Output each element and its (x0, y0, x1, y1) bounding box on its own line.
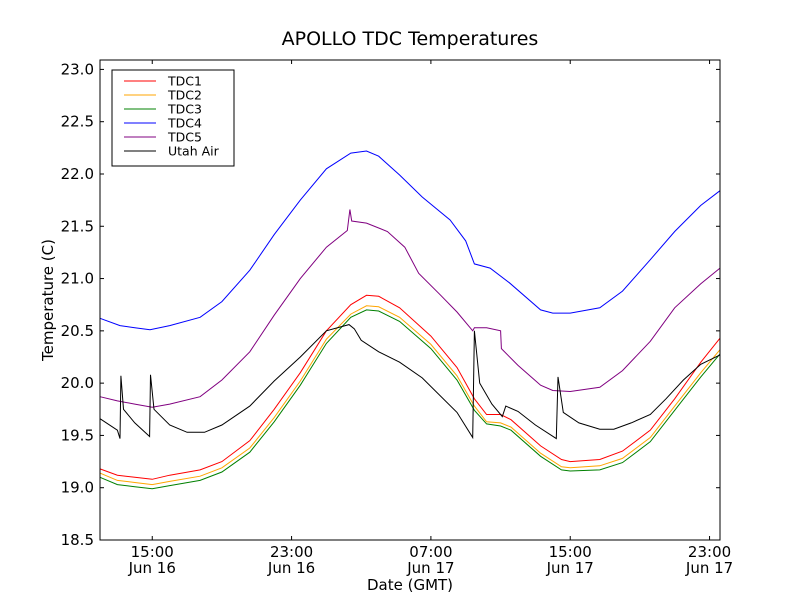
x-tick-label-date: Jun 16 (267, 559, 315, 577)
legend-label: Utah Air (168, 144, 220, 159)
series-line-tdc4 (99, 150, 721, 331)
x-tick-label-date: Jun 17 (546, 559, 594, 577)
plot-frame (99, 59, 721, 541)
x-tick-label-time: 23:00 (688, 543, 731, 561)
x-axis-label: Date (GMT) (367, 576, 453, 594)
y-tick-label: 22.5 (61, 113, 94, 131)
x-tick-label-date: Jun 17 (406, 559, 454, 577)
y-tick-label: 22.0 (61, 165, 94, 183)
x-tick-label-time: 15:00 (131, 543, 174, 561)
series-line-tdc1 (99, 294, 721, 480)
y-tick-label: 21.5 (61, 217, 94, 235)
x-tick-label-time: 23:00 (270, 543, 313, 561)
legend-label: TDC4 (167, 116, 202, 131)
series-line-tdc5 (99, 209, 721, 408)
series-line-utah-air (99, 324, 721, 440)
x-tick-label-time: 15:00 (549, 543, 592, 561)
series-line-tdc2 (99, 305, 721, 486)
y-tick-label: 21.0 (61, 270, 94, 288)
legend-label: TDC2 (167, 88, 202, 103)
legend-label: TDC3 (167, 102, 202, 117)
y-tick-label: 19.5 (61, 426, 94, 444)
y-tick-label: 20.0 (61, 374, 94, 392)
x-tick-label-time: 07:00 (409, 543, 452, 561)
y-tick-label: 19.0 (61, 479, 94, 497)
y-tick-label: 23.0 (61, 60, 94, 78)
plot-series-group (99, 150, 721, 490)
x-tick-label-date: Jun 17 (685, 559, 733, 577)
y-tick-label: 20.5 (61, 322, 94, 340)
y-axis-label: Temperature (C) (39, 239, 57, 362)
y-tick-label: 18.5 (61, 531, 94, 549)
y-axis: 18.5 19.0 19.5 20.0 20.5 21.0 21.5 22.0 22.5 23.0 (61, 60, 720, 549)
legend-label: TDC5 (167, 130, 202, 145)
x-tick-label-date: Jun 16 (128, 559, 176, 577)
legend-label: TDC1 (167, 74, 202, 89)
chart-title: APOLLO TDC Temperatures (282, 28, 539, 50)
series-line-tdc3 (99, 309, 721, 490)
legend-box (111, 69, 235, 167)
